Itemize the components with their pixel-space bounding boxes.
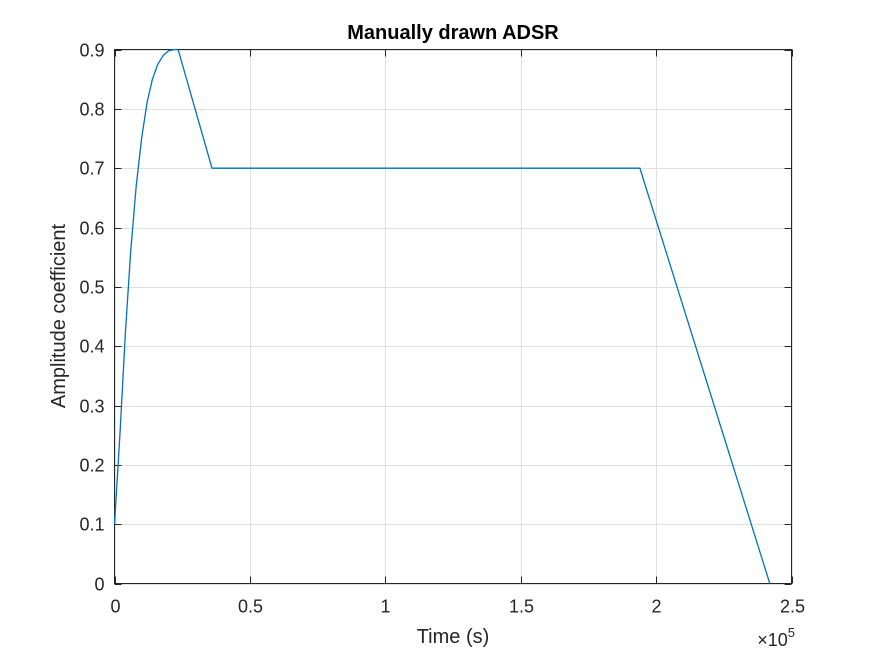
y-tick-label: 0.8 (79, 100, 104, 120)
y-tick-label: 0.2 (79, 456, 104, 476)
x-tick-label: 2 (651, 597, 661, 617)
chart-title: Manually drawn ADSR (347, 22, 559, 44)
series-line (113, 48, 771, 584)
y-tick-label: 0.7 (79, 159, 104, 179)
y-tick-label: 0 (94, 575, 104, 595)
x-axis-exponent-power: 5 (788, 625, 795, 640)
x-tick-label: 0.5 (238, 597, 263, 617)
x-axis-label: Time (s) (417, 626, 490, 648)
x-tick-label: 1.5 (509, 597, 534, 617)
y-tick-label: 0.5 (79, 278, 104, 298)
y-tick-label: 0.4 (79, 337, 104, 357)
plot-area-box (114, 49, 792, 584)
x-axis-exponent: ×105 (757, 625, 795, 650)
grid (114, 49, 793, 585)
y-tick-label: 0.1 (79, 515, 104, 535)
y-tick-label: 0.6 (79, 219, 104, 239)
y-tick-label: 0.9 (79, 41, 104, 61)
y-tick-label: 0.3 (79, 397, 104, 417)
x-tick-label: 0 (110, 597, 120, 617)
x-tick-label: 2.5 (780, 597, 805, 617)
ticks: 0 0.5 1 1.5 2 2.5 0 0.1 0.2 0.3 0.4 0.5 0.6 0.7 0.8 0.9 (79, 41, 805, 617)
x-axis-exponent-base: ×10 (757, 630, 788, 650)
x-tick-label: 1 (380, 597, 390, 617)
series (113, 48, 771, 584)
y-axis-label: Amplitude coefficient (48, 223, 70, 408)
